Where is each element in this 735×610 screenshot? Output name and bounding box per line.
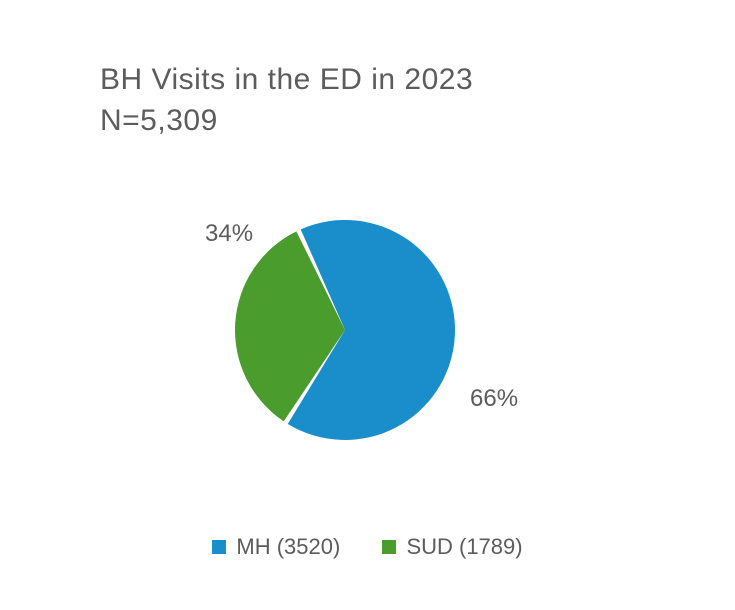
chart-title-line1: BH Visits in the ED in 2023 (100, 60, 473, 101)
legend-swatch-mh (212, 540, 226, 554)
chart-container: BH Visits in the ED in 2023 N=5,309 66% … (0, 0, 735, 610)
pie-chart: 66% 34% (0, 170, 735, 500)
slice-label-mh: 66% (470, 385, 518, 413)
slice-label-sud: 34% (205, 220, 253, 248)
pie-svg (0, 170, 735, 500)
legend: MH (3520) SUD (1789) (0, 534, 735, 560)
legend-text-sud: SUD (1789) (406, 534, 522, 560)
legend-swatch-sud (382, 540, 396, 554)
legend-item-sud: SUD (1789) (382, 534, 522, 560)
chart-title: BH Visits in the ED in 2023 N=5,309 (100, 60, 473, 141)
legend-item-mh: MH (3520) (212, 534, 340, 560)
legend-text-mh: MH (3520) (236, 534, 340, 560)
chart-title-line2: N=5,309 (100, 101, 473, 142)
